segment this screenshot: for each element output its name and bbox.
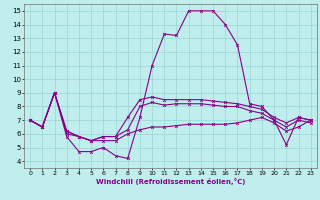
X-axis label: Windchill (Refroidissement éolien,°C): Windchill (Refroidissement éolien,°C) <box>96 178 245 185</box>
